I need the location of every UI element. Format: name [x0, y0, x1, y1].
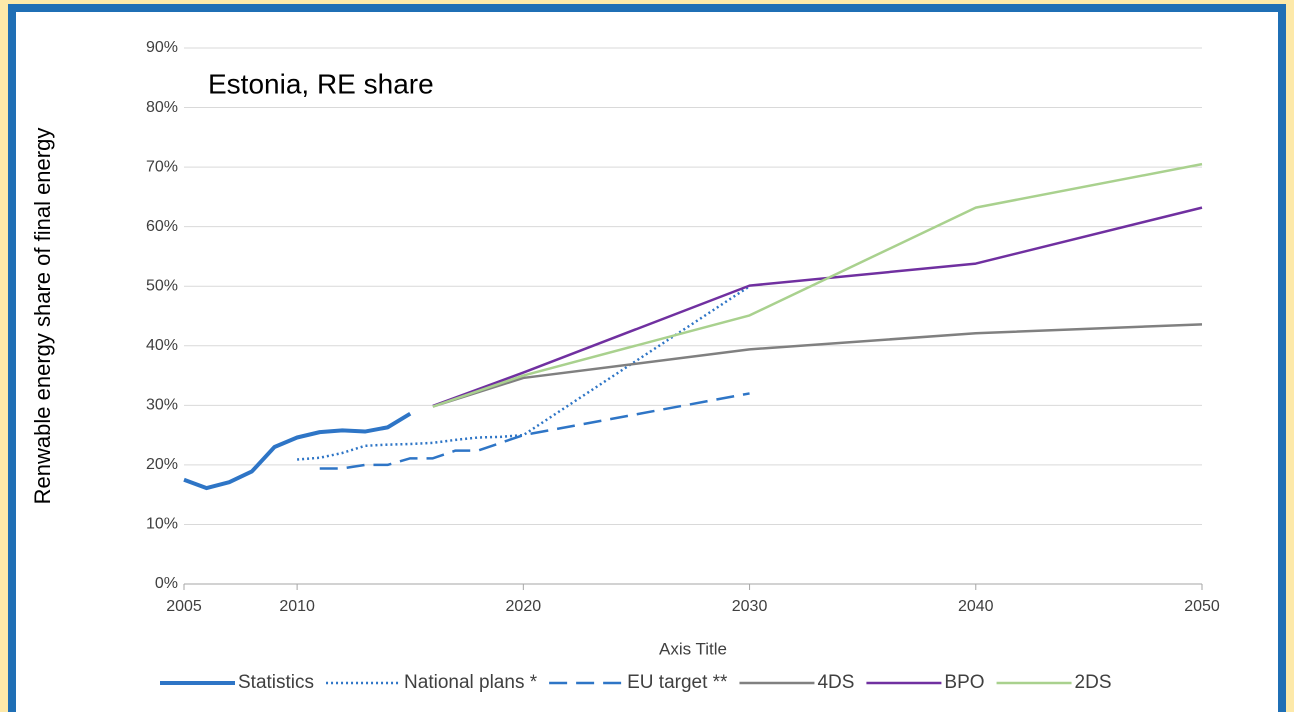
- legend-label: BPO: [944, 672, 984, 693]
- x-tick-label: 2050: [1184, 598, 1220, 615]
- y-tick-label: 60%: [146, 218, 178, 235]
- x-axis-label: Axis Title: [659, 639, 727, 658]
- y-tick-label: 80%: [146, 99, 178, 116]
- y-tick-label: 30%: [146, 397, 178, 414]
- series-line: [432, 323, 1203, 408]
- x-tick-label: 2005: [166, 598, 202, 615]
- series-line: [432, 206, 1203, 408]
- x-tick-label: 2020: [506, 598, 542, 615]
- y-tick-label: 20%: [146, 456, 178, 473]
- x-tick-label: 2030: [732, 598, 768, 615]
- series-line: [432, 162, 1203, 408]
- x-tick-label: 2040: [958, 598, 994, 615]
- series-line: [183, 411, 412, 491]
- x-tick-label: 2010: [279, 598, 315, 615]
- series-line: [319, 392, 750, 470]
- y-tick-label: 70%: [146, 158, 178, 175]
- legend-label: 4DS: [817, 672, 854, 693]
- legend-label: EU target **: [627, 672, 728, 693]
- y-tick-label: 50%: [146, 277, 178, 294]
- y-tick-label: 10%: [146, 516, 178, 533]
- y-tick-label: 90%: [146, 39, 178, 56]
- y-tick-label: 0%: [155, 575, 178, 592]
- frame-border: [8, 4, 1286, 712]
- annotation: Estonia, RE share: [208, 68, 434, 99]
- series-line: [297, 285, 751, 461]
- legend-label: National plans *: [404, 672, 538, 693]
- legend-label: Statistics: [238, 672, 314, 693]
- y-tick-label: 40%: [146, 337, 178, 354]
- y-axis-label: Renwable energy share of final energy: [30, 128, 55, 505]
- legend-label: 2DS: [1075, 672, 1112, 693]
